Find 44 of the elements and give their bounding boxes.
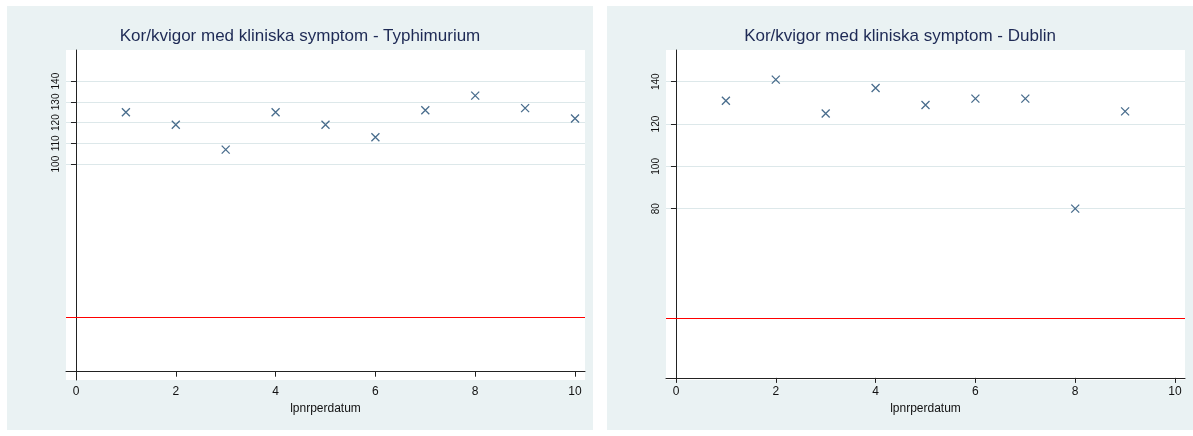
y-tick-label: 110 (49, 134, 61, 152)
y-tick-label: 100 (649, 157, 661, 175)
x-tick-label: 10 (568, 384, 583, 398)
x-tick-label: 8 (1071, 384, 1079, 398)
point (771, 74, 781, 85)
point (920, 100, 931, 110)
x-tick-label: 10 (1168, 384, 1183, 398)
point (221, 144, 231, 155)
x-tick-label: 6 (372, 384, 380, 398)
x-tick-label: 2 (772, 384, 780, 398)
point (570, 113, 580, 124)
x-axis-title: lpnrperdatum (890, 400, 961, 415)
point (1070, 204, 1080, 214)
x-tick-label: 4 (872, 384, 880, 398)
point (420, 105, 430, 115)
x-tick-label: 6 (972, 384, 980, 398)
point (270, 107, 281, 117)
point (470, 91, 480, 101)
chart-title: Kor/kvigor med kliniska symptom - Typhimurium (119, 26, 481, 45)
y-tick-label: 120 (49, 113, 61, 131)
y-tick-label: 130 (49, 93, 61, 111)
point (870, 83, 881, 93)
y-tick-label: 140 (649, 72, 661, 91)
y-tick-label: 100 (49, 155, 61, 173)
point (370, 132, 381, 142)
point (1020, 94, 1030, 104)
point (171, 120, 181, 130)
point (320, 120, 331, 130)
point (121, 107, 131, 117)
x-axis-title: lpnrperdatum (290, 400, 361, 415)
point (1120, 106, 1130, 116)
chart-title: Kor/kvigor med kliniska symptom - Dublin (744, 26, 1056, 45)
x-tick-label: 0 (72, 384, 80, 398)
y-tick-label: 120 (649, 115, 661, 133)
point (520, 103, 530, 113)
point (821, 108, 831, 119)
y-tick-label: 80 (649, 202, 661, 215)
point (970, 94, 981, 104)
y-tick-label: 140 (49, 72, 61, 90)
x-tick-label: 8 (471, 384, 479, 398)
x-tick-label: 0 (672, 384, 680, 398)
x-tick-label: 2 (172, 384, 180, 398)
x-tick-label: 4 (272, 384, 280, 398)
point (721, 96, 731, 106)
